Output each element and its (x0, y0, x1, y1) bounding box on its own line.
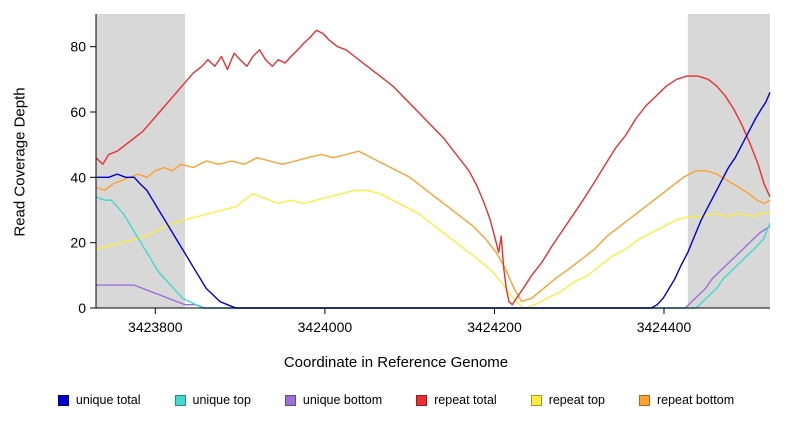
series-line-repeat-bottom (95, 150, 771, 303)
coverage-plot: 3423800 3424000 3424200 3424400 0 20 40 60 80 (70, 14, 771, 335)
y-tick-label: 40 (70, 169, 86, 185)
series-line-unique-total (96, 92, 771, 309)
x-tick-label: 3423800 (128, 319, 183, 335)
legend-item: repeat top (530, 393, 605, 407)
legend-item: unique total (57, 393, 141, 407)
legend-item: repeat bottom (638, 393, 735, 407)
legend-item: unique bottom (284, 393, 383, 407)
y-tick-label: 80 (70, 39, 86, 55)
shaded-region (687, 14, 770, 308)
x-tick-label: 3424000 (298, 319, 353, 335)
legend-label: repeat bottom (656, 393, 735, 407)
legend-label: unique top (192, 393, 251, 407)
series-line-unique-bottom (96, 225, 771, 309)
x-tick-label: 3424200 (467, 319, 522, 335)
y-tick-label: 60 (70, 104, 86, 120)
legend-swatch (416, 394, 428, 406)
x-axis-title: Coordinate in Reference Genome (283, 354, 509, 371)
legend-item: unique top (174, 393, 251, 407)
shaded-region (96, 14, 185, 308)
legend-label: repeat top (548, 393, 605, 407)
legend-item: repeat total (416, 393, 497, 407)
legend-swatch (530, 394, 542, 406)
y-tick-label: 0 (78, 300, 86, 316)
y-axis-title: Read Coverage Depth (11, 87, 29, 237)
series-line-repeat-top (95, 189, 770, 309)
legend-label: repeat total (434, 393, 497, 407)
legend-swatch (638, 394, 650, 406)
series-line-unique-top (95, 196, 771, 309)
chart-legend: unique total unique top unique bottom repea… (0, 393, 792, 407)
legend-swatch (174, 394, 186, 406)
series-line-repeat-total (95, 29, 771, 306)
legend-label: unique bottom (302, 393, 383, 407)
y-tick-label: 20 (70, 235, 86, 251)
legend-label: unique total (75, 393, 141, 407)
x-tick-label: 3424400 (637, 319, 692, 335)
legend-swatch (284, 394, 296, 406)
legend-swatch (57, 394, 69, 406)
